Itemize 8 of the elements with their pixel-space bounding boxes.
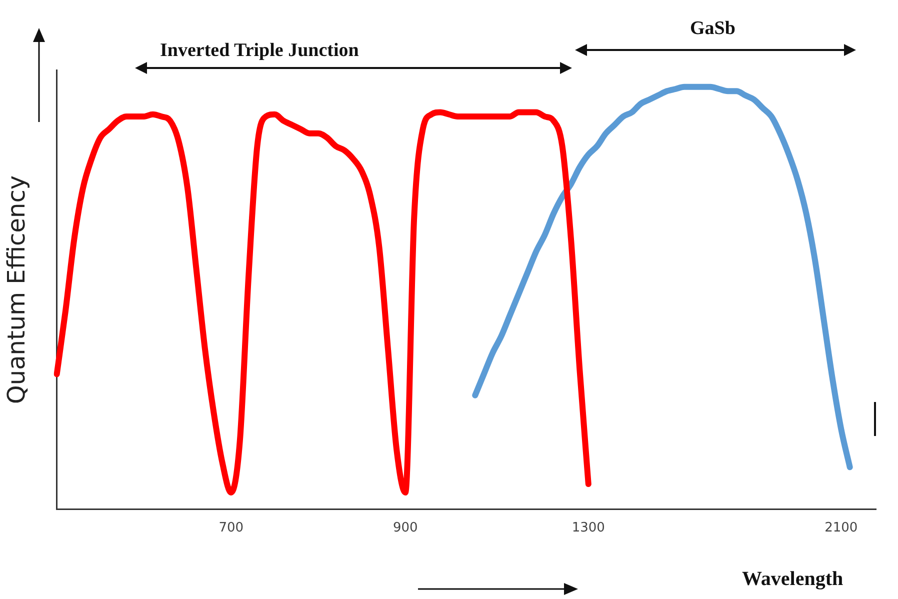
- text: GaSb: [690, 18, 736, 40]
- x-tick-label: 2100: [824, 520, 858, 536]
- text: Inverted Triple Junction: [160, 40, 359, 62]
- y-axis-title: Quantum Efficency: [2, 175, 31, 404]
- x-axis-title: Wavelength: [742, 568, 844, 591]
- x-tick-label: 700: [218, 520, 244, 536]
- x-tick-label: 1300: [572, 520, 605, 536]
- x-tick-label: 900: [392, 520, 418, 536]
